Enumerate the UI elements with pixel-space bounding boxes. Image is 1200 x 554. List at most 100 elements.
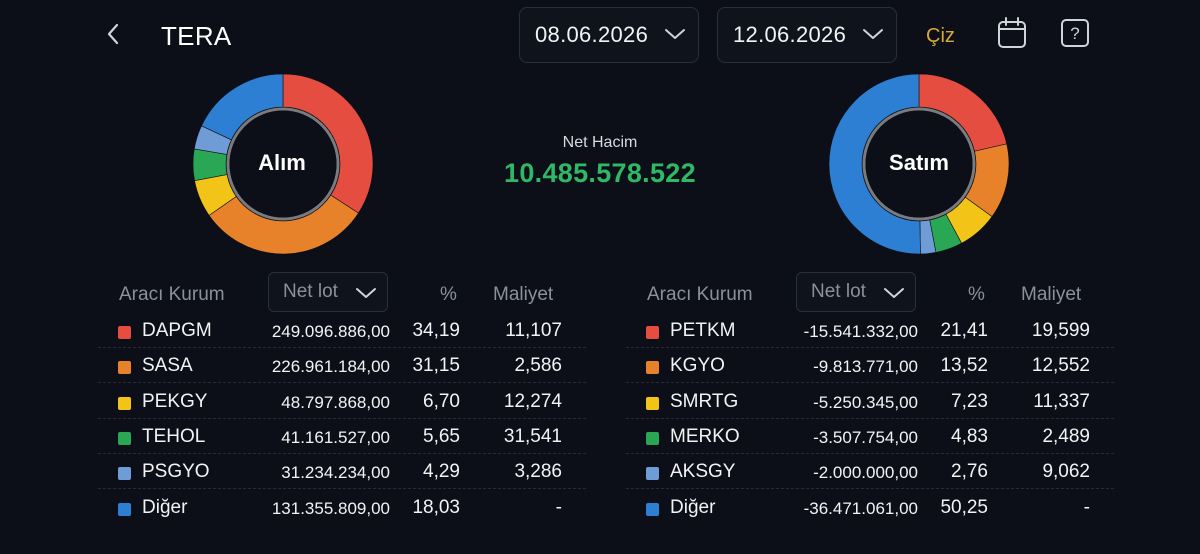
net-lot-value: -15.541.332,00 — [803, 322, 918, 341]
color-swatch — [646, 502, 659, 516]
start-date-value: 08.06.2026 — [535, 22, 649, 47]
sell-percent-header: % — [968, 284, 985, 305]
percent-value: 4,83 — [951, 425, 988, 447]
buy-table-row[interactable]: TEHOL 41.161.527,00 5,65 31,541 — [98, 420, 586, 455]
percent-value: 7,23 — [951, 390, 988, 412]
net-lot-value: 249.096.886,00 — [271, 322, 390, 341]
row-divider — [98, 347, 586, 348]
broker-name: SASA — [142, 355, 193, 377]
net-lot-value: -5.250.345,00 — [813, 392, 918, 412]
cost-value: 2,586 — [514, 355, 562, 377]
broker-name: KGYO — [670, 355, 725, 377]
color-swatch — [646, 431, 659, 445]
net-lot-value: -9.813.771,00 — [813, 357, 918, 377]
chevron-left-icon — [105, 22, 121, 51]
cost-value: - — [555, 496, 562, 518]
buy-broker-header: Aracı Kurum — [119, 284, 225, 305]
calendar-button[interactable] — [995, 16, 1029, 54]
cost-value: 31,541 — [503, 425, 562, 447]
net-volume-label: Net Hacim — [562, 134, 638, 151]
percent-value: 6,70 — [423, 390, 460, 412]
buy-donut-chart — [192, 73, 374, 255]
buy-cost-header: Maliyet — [493, 284, 554, 305]
net-lot-value: -36.471.061,00 — [803, 498, 918, 518]
buy-table-row[interactable]: PEKGY 48.797.868,00 6,70 12,274 — [98, 385, 586, 420]
color-swatch — [646, 396, 659, 410]
sell-cost-header: Maliyet — [1021, 284, 1082, 305]
svg-text:?: ? — [1070, 24, 1079, 43]
color-swatch — [646, 467, 659, 481]
sell-table-row[interactable]: PETKM -15.541.332,00 21,41 19,599 — [626, 314, 1114, 349]
percent-value: 50,25 — [940, 496, 988, 518]
net-lot-value: -3.507.754,00 — [813, 427, 918, 447]
sell-net-lot-label: Net lot — [811, 281, 866, 302]
broker-name: SMRTG — [670, 390, 739, 412]
donut-hole — [229, 110, 337, 218]
sell-broker-header: Aracı Kurum — [647, 284, 753, 305]
color-swatch — [646, 326, 659, 339]
color-swatch — [118, 467, 131, 481]
percent-value: 5,65 — [423, 425, 460, 447]
end-date-value: 12.06.2026 — [733, 22, 847, 47]
row-divider — [626, 417, 1114, 419]
percent-value: 34,19 — [412, 320, 460, 341]
sell-table-row[interactable]: MERKO -3.507.754,00 4,83 2,489 — [626, 420, 1114, 455]
cost-value: 11,337 — [1033, 390, 1090, 412]
buy-table-row[interactable]: DAPGM 249.096.886,00 34,19 11,107 — [98, 314, 586, 349]
buy-donut-label: Alım — [258, 150, 306, 175]
help-icon: ? — [1060, 18, 1090, 53]
donut-inner-ring — [226, 107, 340, 221]
draw-button[interactable]: Çiz — [926, 25, 955, 47]
net-volume-value: 10.485.578.522 — [504, 158, 696, 188]
donut-hole — [865, 110, 973, 218]
sell-donut-chart — [828, 73, 1010, 255]
start-date-select[interactable]: 08.06.2026 — [519, 7, 699, 63]
page-title: TERA — [161, 21, 232, 51]
color-swatch — [118, 361, 131, 375]
buy-table-row[interactable]: SASA 226.961.184,00 31,15 2,586 — [98, 349, 586, 384]
calendar-icon — [997, 16, 1027, 54]
cost-value: 19,599 — [1031, 320, 1090, 341]
broker-name: Diğer — [142, 496, 188, 518]
percent-value: 2,76 — [951, 461, 988, 483]
broker-name: PETKM — [670, 320, 736, 341]
color-swatch — [118, 502, 131, 516]
color-swatch — [118, 396, 131, 410]
buy-percent-header: % — [440, 284, 457, 305]
sell-table-row[interactable]: SMRTG -5.250.345,00 7,23 11,337 — [626, 385, 1114, 420]
broker-name: AKSGY — [670, 461, 736, 483]
broker-name: Diğer — [670, 496, 716, 518]
sell-net-lot-select[interactable]: Net lot — [796, 272, 916, 312]
row-divider — [98, 488, 586, 490]
help-button[interactable]: ? — [1058, 18, 1092, 52]
cost-value: 3,286 — [514, 461, 562, 483]
buy-net-lot-select[interactable]: Net lot — [268, 272, 388, 312]
cost-value: 11,107 — [505, 320, 562, 341]
broker-name: TEHOL — [142, 425, 206, 447]
row-divider — [626, 382, 1114, 384]
net-lot-value: 31.234.234,00 — [281, 463, 390, 483]
row-divider — [626, 452, 1114, 454]
sell-donut-label: Satım — [889, 150, 949, 175]
donut-slice-1 — [208, 194, 359, 255]
sell-table-row[interactable]: KGYO -9.813.771,00 13,52 12,552 — [626, 349, 1114, 384]
cost-value: 12,552 — [1031, 355, 1090, 377]
percent-value: 21,41 — [940, 320, 988, 341]
buy-table-row[interactable]: Diğer 131.355.809,00 18,03 - — [98, 491, 586, 526]
color-swatch — [118, 326, 131, 339]
buy-table-row[interactable]: PSGYO 31.234.234,00 4,29 3,286 — [98, 455, 586, 490]
net-lot-value: 41.161.527,00 — [281, 427, 390, 447]
row-divider — [626, 347, 1114, 348]
donut-slice-0 — [282, 73, 374, 214]
end-date-select[interactable]: 12.06.2026 — [717, 7, 897, 63]
row-divider — [98, 417, 586, 419]
back-button[interactable] — [98, 20, 128, 52]
net-lot-value: -2.000.000,00 — [813, 463, 918, 483]
color-swatch — [118, 431, 131, 445]
donut-inner-ring — [862, 107, 976, 221]
broker-name: DAPGM — [142, 320, 212, 341]
broker-name: MERKO — [670, 425, 740, 447]
sell-table-row[interactable]: Diğer -36.471.061,00 50,25 - — [626, 491, 1114, 526]
percent-value: 18,03 — [412, 496, 460, 518]
sell-table-row[interactable]: AKSGY -2.000.000,00 2,76 9,062 — [626, 455, 1114, 490]
